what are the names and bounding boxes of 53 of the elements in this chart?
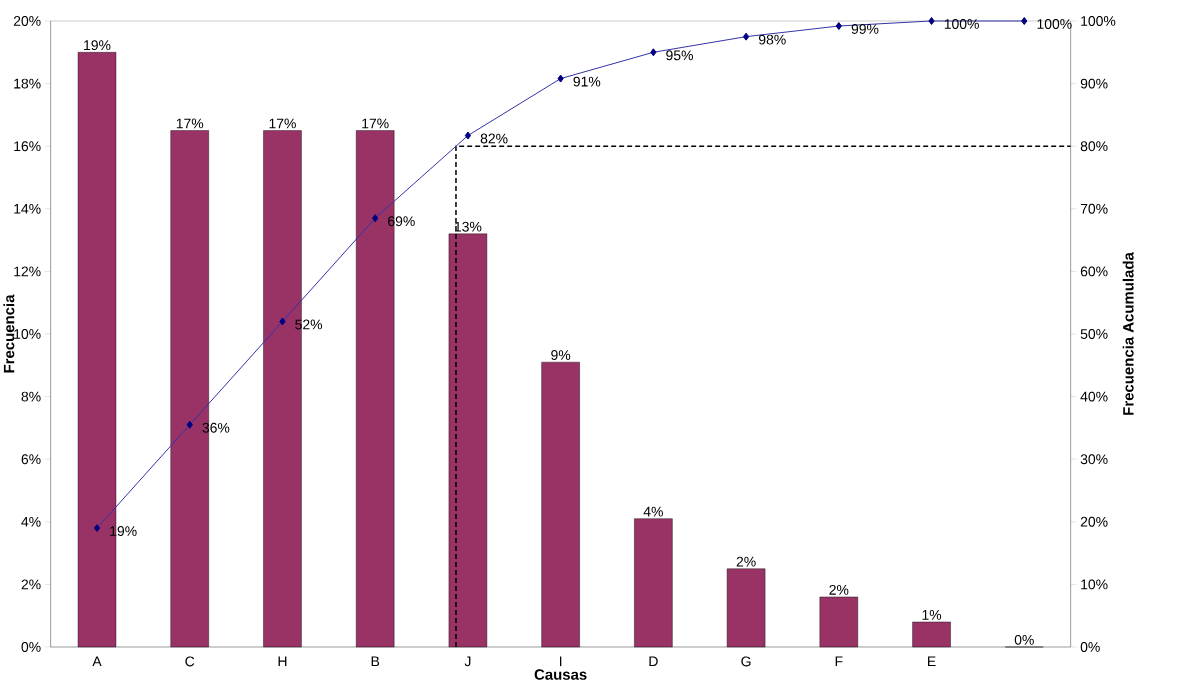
data-label: 17% <box>269 118 296 129</box>
y-tick-label: 8% <box>21 391 41 402</box>
x-tick-label: I <box>559 656 562 667</box>
y2-tick-label: 50% <box>1080 329 1108 339</box>
data-label: 19% <box>84 40 111 51</box>
data-label: 100% <box>944 19 979 29</box>
y2-axis-title: Frecuencia Acumulada <box>1122 252 1134 415</box>
data-label: 13% <box>455 221 482 232</box>
data-label: 17% <box>176 118 204 129</box>
data-label: 9% <box>551 350 571 360</box>
y2-tick-label: 90% <box>1080 78 1108 89</box>
x-tick-label: F <box>835 656 843 667</box>
data-label: 1% <box>922 609 942 620</box>
data-label: 82% <box>480 133 508 144</box>
y-axis-title: Frecuencia <box>3 294 15 373</box>
data-label: 2% <box>736 556 756 567</box>
x-tick-label: H <box>278 656 287 667</box>
y2-tick-label: 60% <box>1080 266 1108 277</box>
data-label: 98% <box>758 34 786 45</box>
data-label: 2% <box>829 584 849 595</box>
x-tick-label: E <box>928 656 936 667</box>
y-tick-label: 18% <box>14 78 41 89</box>
y2-tick-label: 70% <box>1080 203 1108 214</box>
data-label: 17% <box>362 118 389 129</box>
data-label: 0% <box>1014 634 1034 645</box>
y-tick-label: 2% <box>21 579 41 590</box>
data-label: 100% <box>1037 19 1072 29</box>
y-tick-label: 4% <box>21 516 41 527</box>
data-label: 95% <box>666 50 693 61</box>
y-tick-label: 14% <box>14 203 41 214</box>
data-label: 91% <box>573 76 601 87</box>
data-label: 99% <box>851 24 879 34</box>
x-tick-label: D <box>649 656 658 667</box>
y-tick-label: 10% <box>14 329 41 339</box>
x-tick-label: C <box>185 656 195 667</box>
y-tick-label: 20% <box>13 16 41 26</box>
x-tick-label: J <box>464 656 471 667</box>
y2-tick-label: 80% <box>1080 141 1108 152</box>
y2-tick-label: 0% <box>1080 642 1100 652</box>
y2-tick-label: 40% <box>1080 391 1108 402</box>
y-tick-label: 16% <box>14 141 41 152</box>
x-tick-label: B <box>371 656 380 667</box>
x-tick-label: A <box>92 656 102 667</box>
y-tick-label: 0% <box>21 642 41 652</box>
y2-tick-label: 100% <box>1081 16 1116 26</box>
x-tick-label: G <box>741 656 751 667</box>
y2-tick-label: 30% <box>1080 454 1108 465</box>
y2-tick-label: 10% <box>1081 579 1108 590</box>
data-label: 4% <box>643 506 663 517</box>
x-axis-title: Causas <box>534 669 587 680</box>
y-tick-label: 6% <box>21 454 41 465</box>
y-tick-label: 12% <box>14 266 41 277</box>
y2-tick-label: 20% <box>1080 516 1108 527</box>
